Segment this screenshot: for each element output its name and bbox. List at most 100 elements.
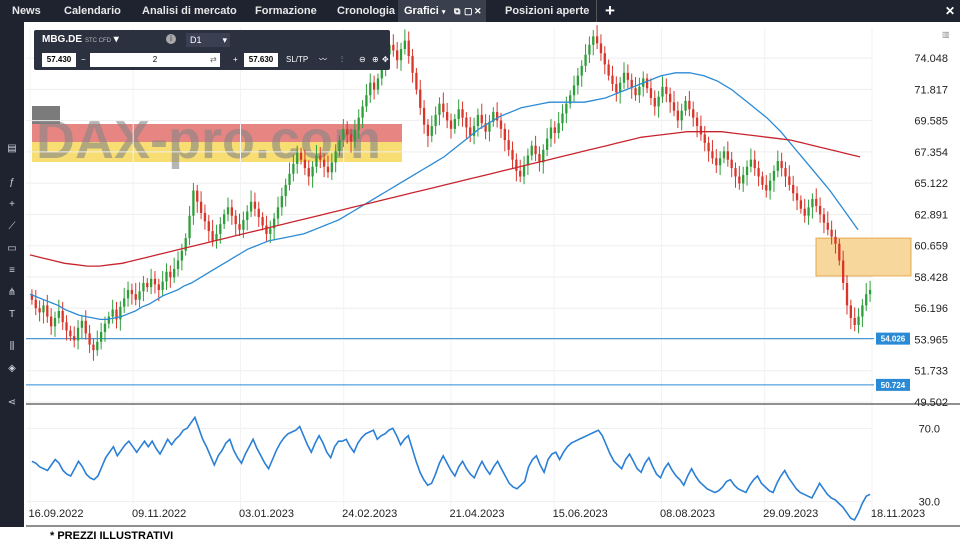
moving-averages [29, 72, 861, 321]
price-tick-label: 60.659 [914, 241, 948, 253]
close-icon[interactable]: ✕ [944, 4, 956, 18]
candle-body [557, 123, 560, 134]
sltp-button[interactable]: SL/TP [286, 55, 309, 64]
candle-body [411, 56, 414, 73]
candle-body [715, 158, 718, 166]
add-tab-button[interactable]: + [596, 0, 623, 22]
candle-body [146, 282, 149, 288]
settings-corner-icon[interactable]: ▥ [942, 30, 950, 39]
price-tick-label: 49.502 [914, 397, 948, 409]
rsi-tick-label: 70.0 [919, 423, 940, 435]
candle-body [353, 130, 357, 142]
candle-icon[interactable]: ⫶ [341, 55, 343, 64]
candle-body [676, 110, 679, 121]
tab-analisi-di-mercato[interactable]: Analisi di mercato [142, 5, 237, 17]
ask-price[interactable]: 57.630 [244, 53, 278, 67]
indicator-icon[interactable]: ƒ [9, 177, 15, 188]
price-zone [815, 237, 912, 277]
candle-body [534, 145, 537, 155]
candle-body [695, 117, 699, 127]
candle-body [680, 110, 683, 121]
fibonacci-icon[interactable]: ≡ [9, 265, 15, 276]
candle-body [422, 107, 426, 125]
stack-icon[interactable]: ◈ [8, 363, 16, 374]
line-chart-icon[interactable]: 〰 [319, 55, 327, 64]
candle-body [826, 222, 829, 230]
decrease-quantity-button[interactable]: − [81, 55, 86, 64]
candle-body [511, 149, 514, 160]
tab-cronologia[interactable]: Cronologia [337, 5, 396, 17]
candle-body [545, 138, 549, 150]
candle-body [630, 79, 633, 89]
tab-posizioni-aperte[interactable]: Posizioni aperte [505, 5, 590, 17]
support-price-label: 50.724 [881, 381, 906, 390]
candle-body [530, 145, 533, 156]
pitchfork-icon[interactable]: ⋔ [7, 287, 17, 298]
candle-body [319, 155, 322, 160]
increase-quantity-button[interactable]: + [233, 55, 238, 64]
chevron-down-icon[interactable]: ▾ [441, 9, 446, 16]
candle-body [238, 224, 241, 230]
candle-body [88, 333, 91, 345]
zoom-in-icon[interactable]: ⊕ [372, 55, 379, 64]
restore-icon[interactable]: ▢ [464, 6, 473, 16]
candle-body [119, 306, 122, 320]
drawing-toolbar: ▤ ƒ + ⟋ ▭ ≡ ⋔ T ⫼ ◈ ⋖ [0, 22, 24, 527]
candle-body [242, 219, 245, 230]
candle-body [807, 207, 810, 216]
candle-body [811, 198, 814, 208]
quantity-field[interactable]: 2 [90, 53, 220, 67]
candle-body [465, 117, 468, 128]
zoom-out-icon[interactable]: ⊖ [359, 55, 366, 64]
chart-type-icon[interactable]: ▤ [7, 143, 17, 154]
candle-body [561, 113, 564, 124]
date-tick-label: 16.09.2022 [28, 508, 83, 520]
candle-body [461, 109, 464, 118]
candle-body [842, 260, 845, 283]
candle-body [634, 88, 637, 96]
candle-body [223, 214, 226, 225]
candle-body [169, 271, 172, 278]
rectangle-tool-icon[interactable]: ▭ [7, 243, 17, 254]
candle-body [830, 229, 833, 237]
candle-body [142, 282, 145, 292]
watermark-logo: DAX-pro.com [32, 106, 402, 170]
candle-body [472, 126, 476, 136]
text-tool-icon[interactable]: T [8, 309, 16, 320]
candle-body [603, 53, 606, 65]
candle-body [522, 165, 526, 177]
candle-body [80, 320, 84, 328]
flag-stripe-red [32, 124, 402, 142]
tab-formazione[interactable]: Formazione [255, 5, 317, 17]
tab-close-icon[interactable]: ✕ [474, 6, 482, 16]
tab-news[interactable]: News [12, 5, 41, 17]
tab-calendario[interactable]: Calendario [64, 5, 121, 17]
candle-body [399, 49, 403, 61]
candle-body [607, 64, 610, 76]
move-icon[interactable]: ✥ [382, 55, 389, 64]
candle-body [442, 103, 445, 113]
info-icon[interactable]: i [166, 34, 176, 44]
candle-body [434, 114, 437, 127]
candle-body [703, 134, 706, 143]
timeframe-selector[interactable]: D1 ▾ [186, 33, 230, 47]
candle-body [392, 44, 395, 51]
candle-body [538, 154, 541, 163]
support-price-tag [876, 378, 910, 391]
candle-body [757, 168, 760, 177]
popout-icon[interactable]: ⧉ [454, 6, 461, 16]
bid-price[interactable]: 57.430 [42, 53, 76, 67]
candle-body [176, 260, 180, 269]
candle-body [349, 134, 353, 142]
candle-body [161, 281, 164, 290]
share-icon[interactable]: ⋖ [7, 397, 17, 408]
swap-icon[interactable]: ⇄ [210, 55, 217, 64]
timeframe-value: D1 [190, 35, 202, 45]
crosshair-icon[interactable]: + [9, 199, 15, 210]
symbol-selector[interactable]: MBG.DE STC CFD ▾ [42, 34, 119, 45]
line-tool-icon[interactable]: ⟋ [8, 221, 16, 232]
candle-body [203, 212, 207, 222]
layers-icon[interactable]: ⫼ [9, 341, 15, 352]
tab-grafici[interactable]: Grafici ▾ ⧉ ▢ ✕ [398, 0, 486, 22]
